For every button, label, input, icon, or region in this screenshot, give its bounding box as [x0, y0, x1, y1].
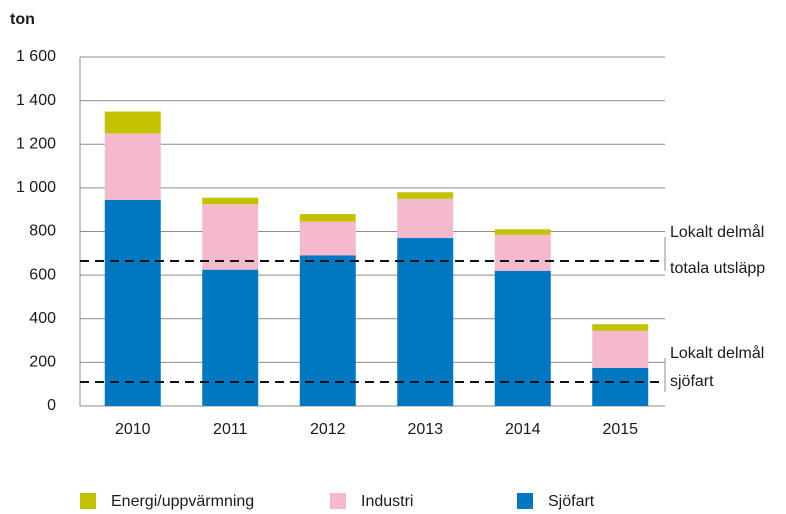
- x-tick-label: 2012: [310, 421, 346, 438]
- reference-label: totala utsläpp: [670, 260, 765, 277]
- bar-segment: [494, 229, 551, 235]
- bar-segment: [299, 255, 356, 406]
- legend-swatch: [517, 493, 533, 509]
- bar-segment: [592, 367, 649, 406]
- bar-segment: [592, 324, 649, 331]
- x-tick-label: 2011: [213, 421, 248, 438]
- reference-label: Lokalt delmål: [670, 223, 764, 241]
- bar-segment: [494, 270, 551, 406]
- bar-segment: [397, 192, 454, 199]
- x-tick-label: 2015: [602, 421, 638, 438]
- y-tick-label: 200: [29, 354, 56, 371]
- y-tick-label: 1 600: [16, 48, 56, 65]
- bar-segment: [202, 197, 259, 205]
- reference-label: sjöfart: [670, 373, 714, 390]
- legend-swatch: [330, 493, 346, 509]
- y-tick-label: 1 000: [16, 179, 56, 196]
- bar-segment: [299, 221, 356, 256]
- y-tick-label: 800: [29, 223, 56, 240]
- x-tick-label: 2013: [407, 421, 443, 438]
- bar-segment: [104, 133, 161, 200]
- y-tick-label: 400: [29, 310, 56, 327]
- bar-segment: [299, 214, 356, 222]
- legend-label: Industri: [361, 493, 413, 510]
- reference-label: Lokalt delmål: [670, 344, 764, 362]
- bar-segment: [104, 199, 161, 406]
- bar-segment: [397, 198, 454, 239]
- legend-swatch: [80, 493, 96, 509]
- x-tick-label: 2010: [115, 421, 151, 438]
- bar-segment: [592, 330, 649, 368]
- bar-segment: [202, 269, 259, 406]
- bar-segment: [494, 234, 551, 271]
- y-tick-label: 1 200: [16, 135, 56, 152]
- legend-label: Sjöfart: [548, 493, 595, 510]
- bar-segment: [104, 111, 161, 134]
- y-tick-label: 0: [47, 397, 56, 414]
- y-tick-label: 600: [29, 266, 56, 283]
- bar-segment: [397, 238, 454, 406]
- y-axis-label: ton: [10, 11, 35, 28]
- y-tick-label: 1 400: [16, 92, 56, 109]
- legend-label: Energi/uppvärmning: [111, 493, 254, 510]
- bar-segment: [202, 204, 259, 270]
- x-tick-label: 2014: [505, 421, 541, 438]
